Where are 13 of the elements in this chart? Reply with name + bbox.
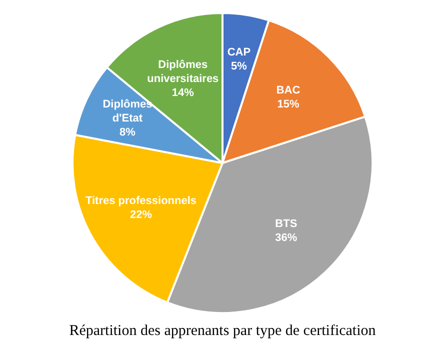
- data-label: 5%: [230, 60, 248, 72]
- data-label: 36%: [275, 232, 298, 244]
- data-label: 8%: [120, 126, 136, 138]
- slice-label: Diplômes universitaires: [147, 58, 219, 85]
- data-label: 14%: [172, 86, 194, 99]
- slice-label: BTS: [275, 218, 298, 230]
- slice-label: BAC: [276, 84, 300, 96]
- data-label: 22%: [130, 208, 152, 221]
- data-label: 15%: [277, 98, 300, 110]
- slice-label: Diplômes d'Etat: [102, 98, 152, 124]
- slice-label: Titres professionnels: [85, 194, 197, 207]
- text: Répartition des apprenants par type de certification: [69, 322, 376, 339]
- slice-label: CAP: [227, 46, 251, 58]
